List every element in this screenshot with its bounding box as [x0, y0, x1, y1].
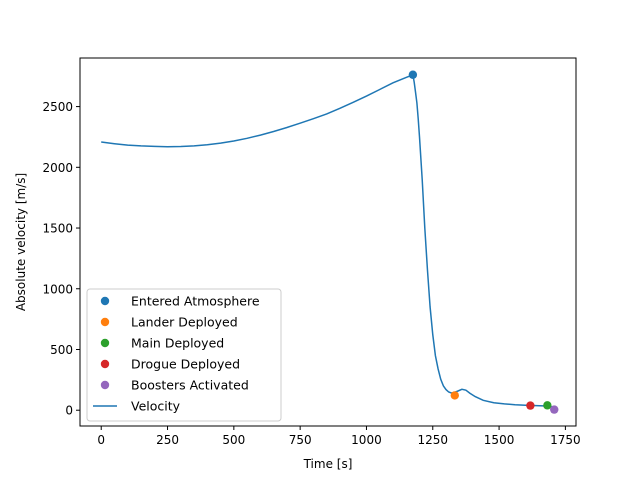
- marker-entered-atmosphere: [408, 70, 418, 79]
- x-tick-label: 750: [289, 433, 312, 447]
- legend-swatch-lander-deployed: [100, 317, 110, 327]
- legend-swatch-main-deployed: [100, 338, 110, 348]
- series-line-velocity: [101, 73, 555, 409]
- legend-swatch-drogue-deployed: [100, 359, 110, 369]
- y-tick-label: 1500: [42, 222, 73, 236]
- y-tick-label: 2500: [42, 100, 73, 114]
- legend-label-boosters-activated: Boosters Activated: [131, 378, 249, 393]
- y-tick-label: 500: [50, 343, 73, 357]
- marker-drogue-deployed: [526, 401, 535, 410]
- x-tick-label: 1500: [484, 433, 515, 447]
- x-tick-label: 250: [156, 433, 179, 447]
- legend-label-main-deployed: Main Deployed: [131, 336, 224, 351]
- y-tick-label: 2000: [42, 161, 73, 175]
- plot-frame: [79, 57, 577, 427]
- legend: Entered Atmosphere Lander Deployed Main De…: [86, 288, 282, 422]
- legend-label-entered-atmosphere: Entered Atmosphere: [131, 294, 260, 309]
- marker-boosters-activated: [550, 405, 559, 414]
- x-axis-label: Time [s]: [303, 457, 353, 471]
- x-tick-label: 1000: [351, 433, 382, 447]
- x-tick-label: 1250: [417, 433, 448, 447]
- x-tick-label: 1750: [550, 433, 581, 447]
- legend-label-drogue-deployed: Drogue Deployed: [131, 357, 240, 372]
- y-axis-label: Absolute velocity [m/s]: [14, 173, 28, 311]
- marker-lander-deployed: [450, 391, 459, 400]
- x-tick-label: 500: [222, 433, 245, 447]
- legend-label-lander-deployed: Lander Deployed: [131, 315, 238, 330]
- legend-label-velocity: Velocity: [131, 399, 181, 414]
- y-tick-label: 1000: [42, 282, 73, 296]
- legend-box: [86, 288, 282, 422]
- legend-swatch-boosters-activated: [100, 380, 110, 390]
- x-tick-label: 0: [97, 433, 105, 447]
- y-tick-label: 0: [65, 404, 73, 418]
- marker-main-deployed: [543, 401, 552, 410]
- legend-swatch-entered-atmosphere: [100, 296, 110, 306]
